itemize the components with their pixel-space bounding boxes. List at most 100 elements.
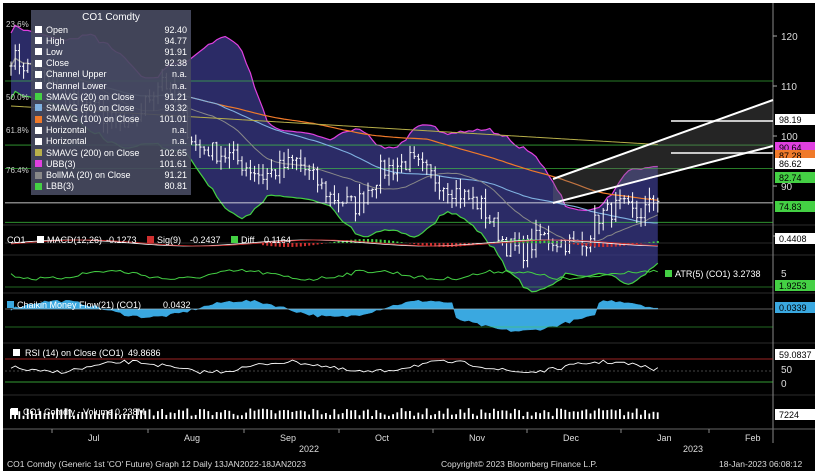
price-bar [261, 164, 265, 185]
volume-bar [480, 409, 483, 419]
legend-value: 101.61 [159, 158, 187, 169]
volume-bar [514, 408, 516, 419]
channel-fill [553, 100, 773, 203]
volume-bar [266, 409, 268, 419]
legend-value: 92.40 [164, 24, 187, 35]
volume-bar [568, 411, 571, 419]
legend-label: High [46, 35, 65, 46]
volume-bar [325, 413, 327, 419]
volume-bar [148, 409, 151, 419]
price-bar [635, 200, 639, 224]
price-bar [391, 159, 395, 181]
svg-text:98.19: 98.19 [779, 115, 802, 125]
volume-bar [94, 411, 96, 419]
volume-bar [333, 409, 336, 419]
price-bar [232, 141, 236, 160]
cmf-label: Chaikin Money Flow(21) (CO1) [17, 300, 141, 310]
volume-bar [337, 414, 340, 419]
volume-bar [140, 410, 142, 419]
price-bar [295, 157, 299, 171]
legend-label: UBB(3) [46, 158, 76, 169]
volume-bar [619, 409, 621, 419]
legend-row: High 94.77 [35, 35, 187, 46]
price-bar [379, 154, 383, 194]
volume-bar [602, 410, 604, 419]
price-bar [626, 195, 630, 205]
volume-bar [442, 413, 445, 419]
price-bar [463, 189, 467, 207]
volume-bar [388, 415, 390, 419]
volume-bar [535, 412, 537, 419]
price-bar [605, 199, 609, 211]
volume-bar [367, 409, 369, 419]
series-swatch [7, 301, 14, 308]
volume-bar [52, 412, 54, 419]
price-bar [643, 195, 647, 227]
rsi-badge: 59.0837 [779, 350, 812, 360]
legend-swatch [35, 171, 42, 179]
month-label: Feb [745, 433, 761, 443]
volume-bar [589, 413, 592, 419]
volume-bar [278, 410, 281, 419]
legend-swatch [35, 70, 42, 78]
cmf-panel: Chaikin Money Flow(21) (CO1) 0.0432 0.0339 [5, 299, 815, 332]
volume-bar [215, 411, 218, 419]
volume-bar [18, 411, 21, 419]
series-swatch [231, 236, 238, 243]
legend-row: SMAVG (100) on Close 101.01 [35, 114, 187, 125]
legend-row: SMAVG (200) on Close 102.65 [35, 147, 187, 158]
price-badge: 87.28 [775, 150, 815, 161]
month-label: Dec [563, 433, 580, 443]
fib-level-label: 61.8% [6, 126, 29, 135]
volume-label: CO1 Comdty - Volume [23, 407, 113, 417]
price-bar [450, 189, 454, 208]
legend-label: Low [46, 46, 63, 57]
price-bar [320, 178, 324, 190]
legend-row: Horizontal n.a. [35, 125, 187, 136]
volume-bar [22, 415, 25, 419]
volume-bar [434, 414, 436, 419]
price-bar [366, 182, 370, 205]
price-bar [299, 149, 303, 173]
volume-bar [127, 414, 130, 419]
volume-bar [644, 410, 646, 419]
legend-swatch [35, 182, 42, 190]
channel-lower-line [552, 145, 774, 204]
price-bar [404, 160, 408, 171]
volume-bar [606, 410, 609, 419]
price-bar [26, 58, 30, 73]
legend-swatch [35, 37, 42, 45]
legend-label: SMAVG (100) on Close [46, 114, 140, 125]
legend-label: Channel Lower [46, 80, 107, 91]
volume-bar [547, 412, 550, 419]
fib-level-label: 50.0% [6, 93, 29, 102]
volume-bar [73, 415, 75, 419]
volume-bar [530, 415, 533, 419]
atr-value: 3.2738 [733, 269, 761, 279]
macd-badge: 0.4408 [779, 234, 807, 244]
legend-row: BollMA (20) on Close 91.21 [35, 169, 187, 180]
volume-bar [446, 408, 449, 419]
price-bar [421, 152, 425, 172]
volume-bar [274, 413, 277, 419]
volume-bar [467, 408, 470, 419]
price-bar [631, 192, 635, 218]
price-bar [353, 196, 357, 222]
price-bar [202, 146, 206, 155]
price-bar [568, 234, 572, 254]
volume-bar [270, 410, 273, 419]
year-label: 2022 [299, 444, 319, 454]
price-bar [219, 146, 223, 170]
footer-security: CO1 Comdty (Generic 1st 'CO' Future) Gra… [7, 459, 306, 469]
legend-swatch [35, 82, 42, 90]
price-tick-label: 90 [781, 182, 793, 193]
price-bar [416, 153, 420, 167]
price-bar [257, 163, 261, 185]
volume-bar [257, 409, 260, 419]
price-bar [400, 153, 404, 173]
price-bar [479, 195, 483, 220]
price-bar [332, 185, 336, 205]
volume-bar [47, 411, 50, 419]
price-bar [475, 196, 479, 210]
